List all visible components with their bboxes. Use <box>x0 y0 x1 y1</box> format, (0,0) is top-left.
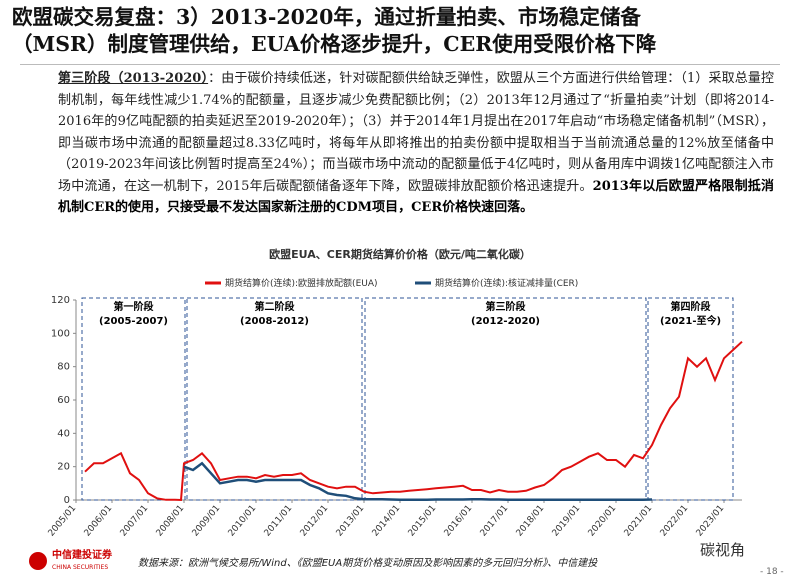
x-tick-label: 2006/01 <box>83 504 115 539</box>
x-tick-label: 2011/01 <box>263 504 295 539</box>
phase-box <box>364 297 647 501</box>
y-tick-label: 0 <box>64 495 70 506</box>
x-tick-label: 2010/01 <box>227 504 259 539</box>
y-tick-label: 120 <box>51 295 70 306</box>
phase-sub: (2021-至今) <box>660 314 721 327</box>
x-tick-label: 2012/01 <box>299 504 331 539</box>
phase-box <box>647 297 734 501</box>
y-tick-label: 60 <box>57 395 70 406</box>
body-text: 第三阶段（2013-2020）：由于碳价持续低迷，针对碳配额供给缺乏弹性，欧盟从… <box>58 68 774 219</box>
phase-box <box>81 297 186 501</box>
x-tick-label: 2017/01 <box>479 504 511 539</box>
title-line: （MSR）制度管理供给，EUA价格逐步提升，CER使用受限价格下降 <box>12 32 657 56</box>
x-tick-label: 2020/01 <box>587 504 619 539</box>
chart-title: 欧盟EUA、CER期货结算价价格（欧元/吨二氧化碳） <box>269 247 531 261</box>
phase-sub: (2012-2020) <box>471 316 540 327</box>
watermark: 碳视角 <box>700 541 745 559</box>
phase-sub: (2008-2012) <box>240 316 309 327</box>
legend-label: 期货结算价(连续):欧盟排放配额(EUA) <box>225 277 378 289</box>
x-tick-label: 2021/01 <box>623 504 655 539</box>
x-tick-label: 2016/01 <box>443 504 475 539</box>
logo-en: CHINA SECURITIES <box>52 564 108 571</box>
text: ：由于碳价持续低迷，针对碳配额供给缺乏弹性，欧盟从三个方面进行供给管理：（1）采… <box>58 71 774 194</box>
source: 数据来源：欧洲气候交易所/Wind、《欧盟EUA期货价格变动原因及影响因素的多元… <box>138 557 598 569</box>
series-line <box>183 461 653 501</box>
title: 欧盟碳交易复盘：3）2013-2020年，通过折量拍卖、市场稳定储备 （MSR）… <box>12 4 656 58</box>
x-tick-label: 2007/01 <box>119 504 151 539</box>
phase-label: 第三阶段 <box>486 300 526 313</box>
emphasis: 2013年以后欧盟严格限制抵消机制CER的使用，只接受最不发达国家新注册的CDM… <box>58 178 774 216</box>
phase-box <box>186 297 363 501</box>
title-line: 欧盟碳交易复盘：3）2013-2020年，通过折量拍卖、市场稳定储备 <box>12 5 641 29</box>
phase-sub: (2005-2007) <box>99 316 168 327</box>
x-tick-label: 2022/01 <box>659 504 691 539</box>
series-line <box>84 340 743 502</box>
x-tick-label: 2019/01 <box>551 504 583 539</box>
x-tick-label: 2023/01 <box>695 504 727 539</box>
x-tick-label: 2013/01 <box>335 504 367 539</box>
x-tick-label: 2008/01 <box>155 504 187 539</box>
x-tick-label: 2018/01 <box>515 504 547 539</box>
phase-label: 第二阶段 <box>255 300 295 313</box>
separator <box>20 64 780 65</box>
y-tick-label: 20 <box>57 462 70 473</box>
phase-label: 第四阶段 <box>671 300 711 313</box>
logo: 中信建投证券 <box>52 548 113 561</box>
y-tick-label: 100 <box>51 328 70 339</box>
phase-label: 第一阶段 <box>114 300 154 313</box>
x-tick-label: 2014/01 <box>371 504 403 539</box>
lead: 第三阶段（2013-2020） <box>58 71 209 86</box>
y-tick-label: 80 <box>57 362 70 373</box>
x-tick-label: 2015/01 <box>407 504 439 539</box>
x-tick-label: 2005/01 <box>47 504 79 539</box>
page-number: - 18 - <box>760 567 784 577</box>
logo-icon <box>29 552 47 570</box>
x-tick-label: 2009/01 <box>191 504 223 539</box>
y-tick-label: 40 <box>57 428 70 439</box>
legend-label: 期货结算价(连续):核证减排量(CER) <box>435 277 578 289</box>
